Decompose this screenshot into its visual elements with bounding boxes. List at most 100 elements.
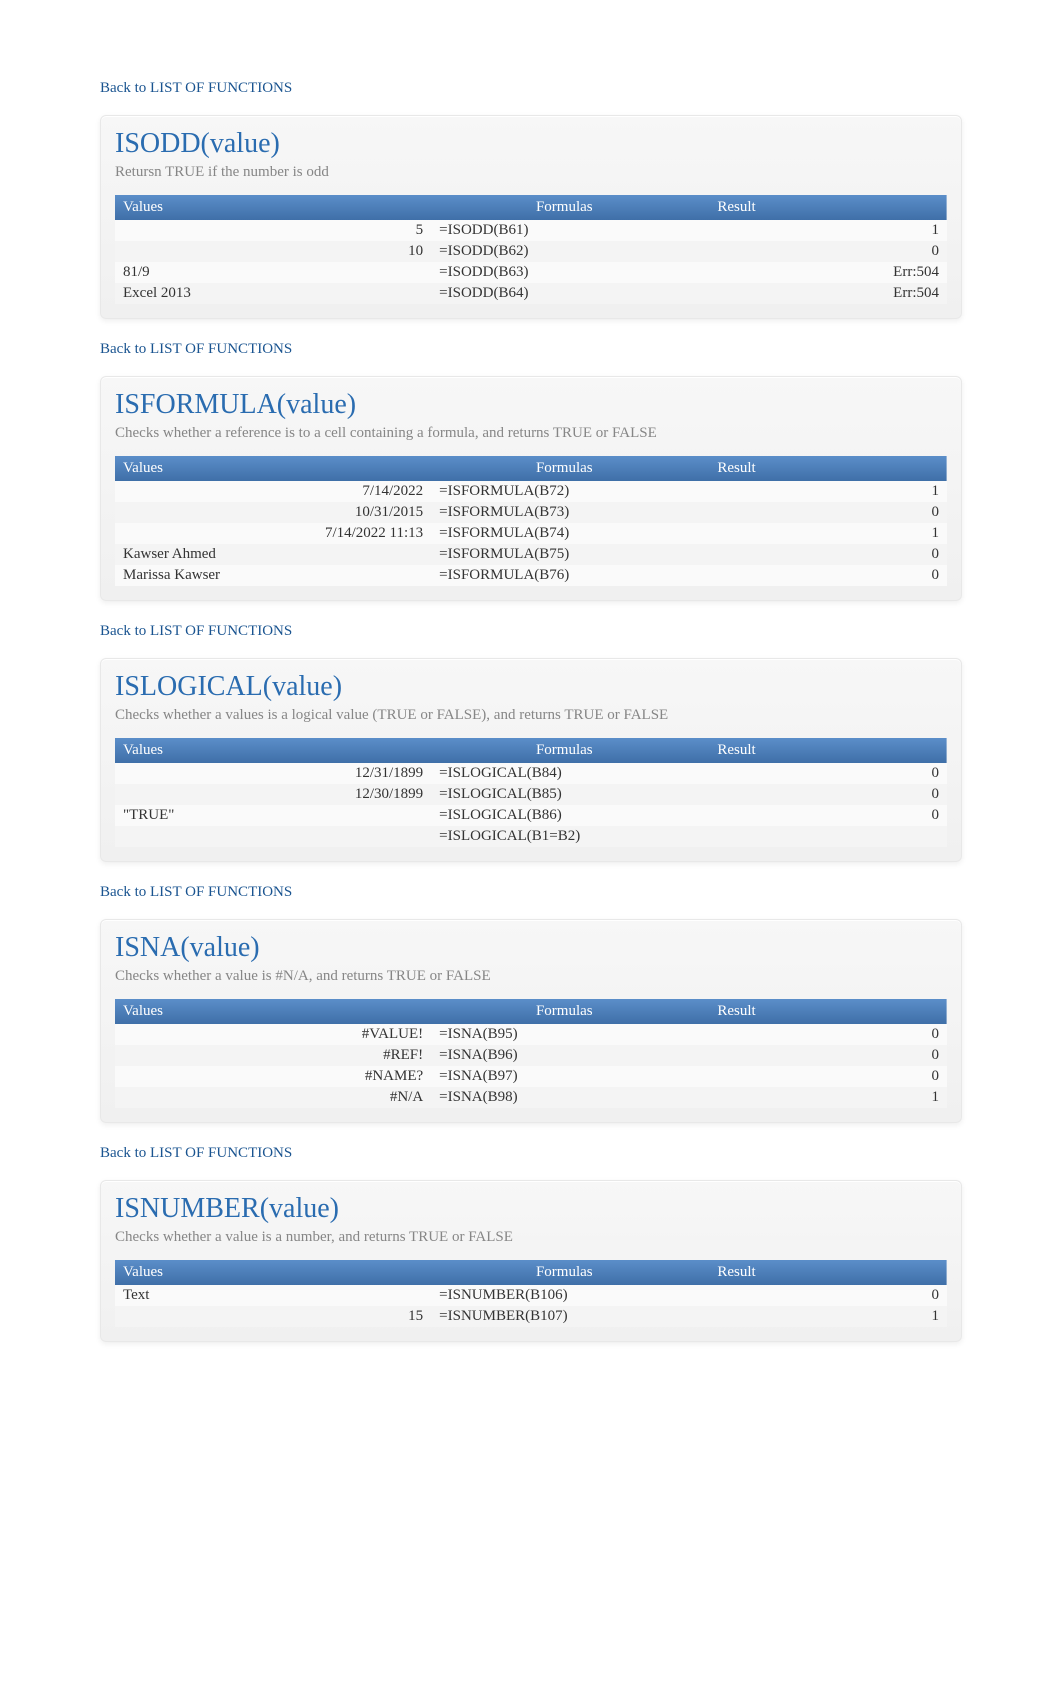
cell-result: [697, 826, 947, 847]
cell-formula: =ISFORMULA(B72): [431, 481, 697, 502]
col-header-formulas: Formulas: [431, 195, 697, 220]
cell-result: 0: [697, 1285, 947, 1306]
cell-formula: =ISFORMULA(B75): [431, 544, 697, 565]
back-to-functions-link[interactable]: Back to LIST OF FUNCTIONS: [100, 623, 962, 640]
cell-value: [115, 826, 431, 847]
back-to-functions-link[interactable]: Back to LIST OF FUNCTIONS: [100, 1145, 962, 1162]
table-row: 81/9=ISODD(B63)Err:504: [115, 262, 947, 283]
cell-result: Err:504: [697, 283, 947, 304]
cell-formula: =ISODD(B61): [431, 220, 697, 241]
function-description: Checks whether a reference is to a cell …: [115, 425, 947, 442]
table-row: 12/31/1899=ISLOGICAL(B84)0: [115, 763, 947, 784]
cell-result: 0: [697, 1045, 947, 1066]
back-to-functions-link[interactable]: Back to LIST OF FUNCTIONS: [100, 884, 962, 901]
table-row: Text=ISNUMBER(B106)0: [115, 1285, 947, 1306]
cell-formula: =ISLOGICAL(B1=B2): [431, 826, 697, 847]
function-block-islogical: ISLOGICAL(value)Checks whether a values …: [100, 658, 962, 862]
cell-value: 10: [115, 241, 431, 262]
cell-value: Excel 2013: [115, 283, 431, 304]
col-header-values: Values: [115, 738, 431, 763]
col-header-result: Result: [697, 195, 947, 220]
table-row: #NAME?=ISNA(B97)0: [115, 1066, 947, 1087]
table-row: #VALUE!=ISNA(B95)0: [115, 1024, 947, 1045]
cell-formula: =ISODD(B62): [431, 241, 697, 262]
function-block-isna: ISNA(value)Checks whether a value is #N/…: [100, 919, 962, 1123]
col-header-values: Values: [115, 1260, 431, 1285]
col-header-values: Values: [115, 195, 431, 220]
cell-formula: =ISNA(B97): [431, 1066, 697, 1087]
cell-formula: =ISLOGICAL(B86): [431, 805, 697, 826]
table-row: 5=ISODD(B61)1: [115, 220, 947, 241]
col-header-formulas: Formulas: [431, 738, 697, 763]
function-description: Checks whether a values is a logical val…: [115, 707, 947, 724]
table-row: Kawser Ahmed=ISFORMULA(B75)0: [115, 544, 947, 565]
cell-formula: =ISNUMBER(B107): [431, 1306, 697, 1327]
cell-result: 1: [697, 481, 947, 502]
cell-result: 0: [697, 565, 947, 586]
cell-result: 0: [697, 1024, 947, 1045]
cell-value: 12/30/1899: [115, 784, 431, 805]
col-header-formulas: Formulas: [431, 1260, 697, 1285]
cell-result: 0: [697, 502, 947, 523]
cell-formula: =ISODD(B63): [431, 262, 697, 283]
cell-formula: =ISFORMULA(B76): [431, 565, 697, 586]
col-header-result: Result: [697, 999, 947, 1024]
table-row: 12/30/1899=ISLOGICAL(B85)0: [115, 784, 947, 805]
cell-formula: =ISLOGICAL(B84): [431, 763, 697, 784]
cell-formula: =ISFORMULA(B73): [431, 502, 697, 523]
cell-formula: =ISODD(B64): [431, 283, 697, 304]
function-table: ValuesFormulasResult#VALUE!=ISNA(B95)0#R…: [115, 999, 947, 1108]
cell-result: 1: [697, 220, 947, 241]
page-root: Back to LIST OF FUNCTIONS ISODD(value)Ret…: [100, 80, 962, 1342]
cell-result: 0: [697, 763, 947, 784]
cell-result: 1: [697, 523, 947, 544]
col-header-values: Values: [115, 456, 431, 481]
table-row: Excel 2013=ISODD(B64)Err:504: [115, 283, 947, 304]
table-row: #N/A=ISNA(B98)1: [115, 1087, 947, 1108]
table-row: 7/14/2022 11:13=ISFORMULA(B74)1: [115, 523, 947, 544]
col-header-values: Values: [115, 999, 431, 1024]
function-block-isformula: ISFORMULA(value)Checks whether a referen…: [100, 376, 962, 601]
col-header-result: Result: [697, 738, 947, 763]
table-row: 10/31/2015=ISFORMULA(B73)0: [115, 502, 947, 523]
cell-value: 7/14/2022: [115, 481, 431, 502]
cell-formula: =ISNA(B98): [431, 1087, 697, 1108]
function-table: ValuesFormulasResult7/14/2022=ISFORMULA(…: [115, 456, 947, 586]
cell-result: 0: [697, 784, 947, 805]
col-header-result: Result: [697, 1260, 947, 1285]
back-to-functions-link[interactable]: Back to LIST OF FUNCTIONS: [100, 341, 962, 358]
cell-formula: =ISNUMBER(B106): [431, 1285, 697, 1306]
cell-value: 15: [115, 1306, 431, 1327]
cell-formula: =ISFORMULA(B74): [431, 523, 697, 544]
table-row: Marissa Kawser=ISFORMULA(B76)0: [115, 565, 947, 586]
cell-result: 1: [697, 1087, 947, 1108]
cell-result: 0: [697, 1066, 947, 1087]
cell-value: Marissa Kawser: [115, 565, 431, 586]
cell-result: 1: [697, 1306, 947, 1327]
function-description: Retursn TRUE if the number is odd: [115, 164, 947, 181]
function-description: Checks whether a value is #N/A, and retu…: [115, 968, 947, 985]
col-header-formulas: Formulas: [431, 456, 697, 481]
cell-value: #NAME?: [115, 1066, 431, 1087]
cell-value: 81/9: [115, 262, 431, 283]
cell-value: #VALUE!: [115, 1024, 431, 1045]
cell-result: 0: [697, 544, 947, 565]
cell-value: 12/31/1899: [115, 763, 431, 784]
cell-value: #REF!: [115, 1045, 431, 1066]
function-title: ISNUMBER(value): [115, 1193, 947, 1225]
table-row: 15=ISNUMBER(B107)1: [115, 1306, 947, 1327]
cell-value: 7/14/2022 11:13: [115, 523, 431, 544]
cell-value: "TRUE": [115, 805, 431, 826]
cell-value: 5: [115, 220, 431, 241]
cell-formula: =ISNA(B95): [431, 1024, 697, 1045]
table-row: #REF!=ISNA(B96)0: [115, 1045, 947, 1066]
function-table: ValuesFormulasResultText=ISNUMBER(B106)0…: [115, 1260, 947, 1327]
function-block-isodd: ISODD(value)Retursn TRUE if the number i…: [100, 115, 962, 319]
function-block-isnumber: ISNUMBER(value) Checks whether a value is…: [100, 1180, 962, 1342]
cell-result: 0: [697, 805, 947, 826]
col-header-result: Result: [697, 456, 947, 481]
table-row: 10=ISODD(B62)0: [115, 241, 947, 262]
function-description: Checks whether a value is a number, and …: [115, 1229, 947, 1246]
col-header-formulas: Formulas: [431, 999, 697, 1024]
back-to-functions-link[interactable]: Back to LIST OF FUNCTIONS: [100, 80, 962, 97]
